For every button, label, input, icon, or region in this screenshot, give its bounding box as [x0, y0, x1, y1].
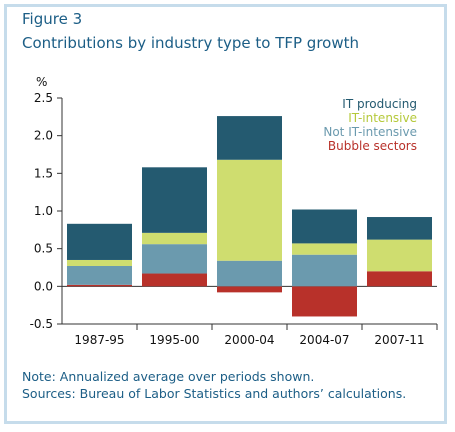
y-tick-label: 1.5 [34, 166, 53, 180]
bar-bubble-sectors [217, 286, 282, 293]
bar-bubble-sectors [67, 284, 132, 287]
legend-item-not-it-intensive: Not IT-intensive [323, 125, 417, 139]
bar-it-producing [217, 116, 282, 160]
y-tick-label: 2.5 [34, 91, 53, 105]
y-tick-label: 0.0 [34, 279, 53, 293]
y-tick-label: 1.0 [34, 204, 53, 218]
bar-it-producing [67, 223, 132, 260]
note-text: Note: Annualized average over periods sh… [22, 369, 315, 384]
bar-it-intensive [67, 259, 132, 266]
chart-notes: Note: Annualized average over periods sh… [22, 368, 406, 402]
x-tick-label: 2000-04 [224, 333, 274, 347]
bar-bubble-sectors [142, 273, 207, 287]
chart-title: Contributions by industry type to TFP gr… [22, 34, 359, 52]
x-tick-label: 1987-95 [74, 333, 124, 347]
bar-bubble-sectors [292, 286, 357, 317]
bar-it-intensive [292, 243, 357, 255]
bar-it-intensive [367, 239, 432, 272]
bar-bubble-sectors [367, 271, 432, 287]
bar-it-intensive [142, 232, 207, 245]
x-tick-label: 2007-11 [374, 333, 424, 347]
x-tick-label: 1995-00 [149, 333, 199, 347]
bar-it-producing [367, 217, 432, 240]
y-tick-label: 0.5 [34, 242, 53, 256]
legend-item-it-producing: IT producing [342, 97, 417, 111]
bar-it-intensive [217, 159, 282, 261]
bar-not-it-intensive [292, 254, 357, 287]
x-tick-label: 2004-07 [299, 333, 349, 347]
y-tick-label: 2.0 [34, 129, 53, 143]
bar-not-it-intensive [67, 265, 132, 285]
figure-label: Figure 3 [22, 10, 83, 28]
bar-it-producing [292, 209, 357, 244]
bar-not-it-intensive [142, 244, 207, 274]
y-axis-label: % [36, 75, 47, 89]
sources-text: Sources: Bureau of Labor Statistics and … [22, 386, 407, 401]
bar-it-producing [142, 167, 207, 233]
y-tick-label: -0.5 [30, 317, 53, 331]
bar-not-it-intensive [217, 260, 282, 287]
legend-item-it-intensive: IT-intensive [348, 111, 417, 125]
legend-item-bubble-sectors: Bubble sectors [328, 139, 417, 153]
